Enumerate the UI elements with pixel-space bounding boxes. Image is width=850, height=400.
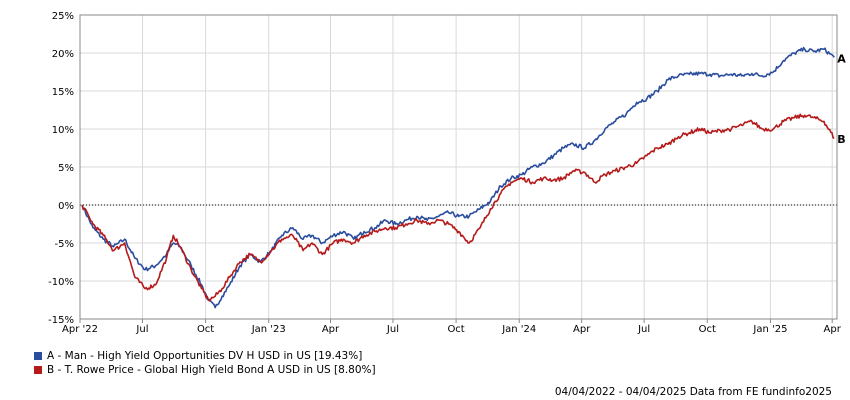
x-tick-label: Oct (197, 324, 214, 335)
series-line-b (81, 113, 835, 302)
series-end-label-b: B (837, 133, 845, 146)
x-tick-label: Jul (386, 324, 399, 335)
footer-source: 04/04/2022 - 04/04/2025 Data from FE fun… (554, 386, 832, 398)
legend: A - Man - High Yield Opportunities DV H … (34, 349, 376, 377)
x-tick-label: Jan '23 (251, 324, 286, 335)
y-tick-label: 10% (52, 125, 74, 136)
grid (79, 14, 837, 320)
line-chart: 25% 20% 15% 10% 5% 0% -5% -10% -15% Apr '22 Jul Oc… (48, 11, 846, 335)
y-tick-label: 0% (58, 201, 74, 212)
y-tick-label: 15% (52, 87, 74, 98)
x-tick-label: Jan '25 (752, 324, 787, 335)
legend-label-a: A - Man - High Yield Opportunities DV H … (47, 350, 363, 362)
legend-swatch-a (34, 352, 42, 360)
legend-swatch-b (34, 366, 42, 374)
x-tick-label: Oct (447, 324, 464, 335)
x-tick-label: Jul (135, 324, 148, 335)
legend-label-b: B - T. Rowe Price - Global High Yield Bo… (47, 364, 376, 376)
y-tick-label: -10% (48, 277, 74, 288)
y-tick-label: 25% (52, 11, 74, 22)
x-tick-label: Oct (699, 324, 716, 335)
y-axis: 25% 20% 15% 10% 5% 0% -5% -10% -15% (48, 11, 74, 326)
x-tick-label: Apr '22 (62, 324, 98, 335)
y-tick-label: -15% (48, 315, 74, 326)
x-tick-label: Apr (573, 324, 591, 335)
y-tick-label: -5% (55, 239, 74, 250)
plot-frame (79, 14, 838, 320)
x-axis: Apr '22 Jul Oct Jan '23 Apr Jul Oct Jan '24 Apr J… (62, 319, 842, 335)
x-tick-label: Apr (824, 324, 842, 335)
series-lines (81, 46, 835, 309)
y-tick-label: 5% (58, 163, 74, 174)
x-tick-label: Jan '24 (501, 324, 536, 335)
y-tick-label: 20% (52, 49, 74, 60)
x-tick-label: Apr (322, 324, 340, 335)
series-end-labels: AB (837, 52, 846, 146)
series-end-label-a: A (837, 52, 846, 65)
legend-item-b: B - T. Rowe Price - Global High Yield Bo… (34, 363, 376, 377)
series-line-a (81, 46, 835, 309)
x-tick-label: Jul (637, 324, 650, 335)
legend-item-a: A - Man - High Yield Opportunities DV H … (34, 349, 376, 363)
